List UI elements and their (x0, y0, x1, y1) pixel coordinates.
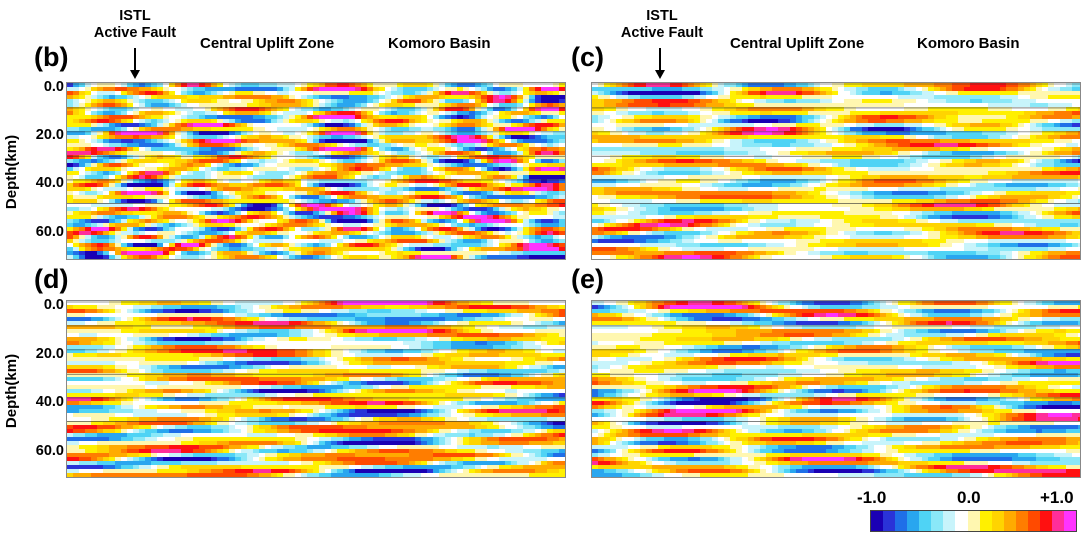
section-panel-e (591, 300, 1081, 478)
fault-desc-right: Active Fault (620, 25, 704, 41)
panel-label-e: (e) (571, 264, 604, 294)
fault-name-left: ISTL (119, 8, 151, 24)
fault-desc-left: Active Fault (93, 25, 177, 41)
fault-label-right: ISTL Active Fault (607, 8, 717, 42)
colorbar-swatch (1003, 511, 1016, 531)
colorbar-swatch (883, 511, 896, 531)
section-image-b (67, 83, 565, 259)
fault-arrow-right-shaft (659, 48, 661, 70)
tick-label: 40.0 (35, 394, 64, 410)
fault-label-left: ISTL Active Fault (80, 8, 190, 42)
colorbar-swatch (1027, 511, 1040, 531)
section-image-c (592, 83, 1080, 259)
section-panel-d (66, 300, 566, 478)
section-image-d (67, 301, 565, 477)
tick-label: 20.0 (35, 127, 64, 143)
colorbar-mid-label: 0.0 (957, 488, 981, 507)
basin-label-left: Komoro Basin (388, 35, 491, 52)
fault-arrow-right-head (655, 70, 665, 79)
colorbar-min-label: -1.0 (857, 488, 887, 507)
colorbar-swatch (979, 511, 992, 531)
colorbar-swatch (943, 511, 956, 531)
colorbar-swatch (1064, 511, 1077, 531)
colorbar-swatch (1051, 511, 1064, 531)
fault-name-right: ISTL (646, 8, 678, 24)
section-image-e (592, 301, 1080, 477)
tick-label: 60.0 (35, 224, 64, 240)
tick-label: 0.0 (43, 297, 64, 313)
section-panel-c (591, 82, 1081, 260)
tick-label: 0.0 (43, 79, 64, 95)
colorbar-swatch (1039, 511, 1052, 531)
colorbar-max-label: +1.0 (1040, 488, 1074, 507)
colorbar-swatch (871, 511, 884, 531)
tick-label: 60.0 (35, 443, 64, 459)
tick-label: 40.0 (35, 175, 64, 191)
colorbar-swatch (931, 511, 944, 531)
section-panel-b (66, 82, 566, 260)
tick-label: 20.0 (35, 346, 64, 362)
zone-label-right: Central Uplift Zone (730, 35, 865, 52)
colorbar-swatch (1015, 511, 1028, 531)
zone-label-left: Central Uplift Zone (200, 35, 335, 52)
colorbar-swatch (955, 511, 968, 531)
basin-label-right: Komoro Basin (917, 35, 1020, 52)
panel-label-c: (c) (571, 42, 604, 72)
panel-label-b: (b) (34, 42, 69, 72)
fault-arrow-left-shaft (134, 48, 136, 70)
colorbar-swatch (895, 511, 908, 531)
colorbar-swatch (991, 511, 1004, 531)
colorbar-swatch (907, 511, 920, 531)
fault-arrow-left-head (130, 70, 140, 79)
panel-label-d: (d) (34, 264, 69, 294)
colorbar (870, 510, 1077, 532)
colorbar-swatch (967, 511, 980, 531)
colorbar-swatch (919, 511, 932, 531)
